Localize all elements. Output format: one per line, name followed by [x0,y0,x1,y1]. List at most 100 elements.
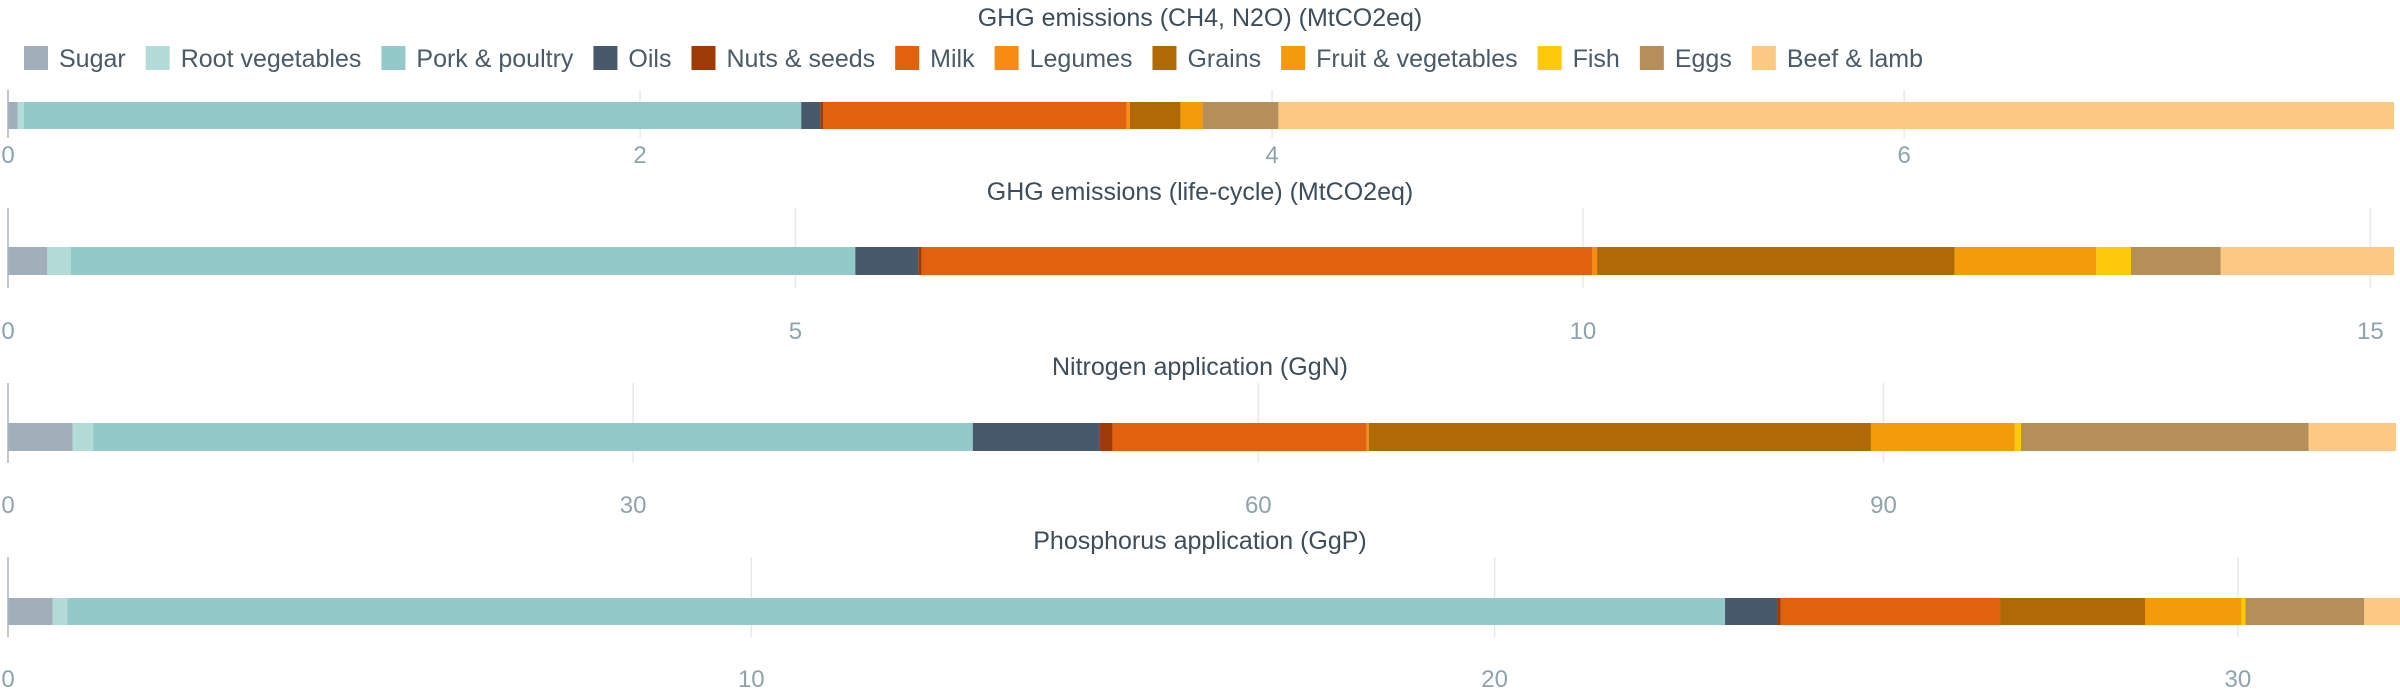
chart-title: Nitrogen application (GgN) [1052,353,1348,381]
x-tick-label: 60 [1245,492,1272,519]
legend-swatch [145,46,170,70]
chart-panel-ghg-emissions-ch4-n2o-mtco2eq: GHG emissions (CH4, N2O) (MtCO2eq) Sugar:… [1,4,2394,169]
x-tick-label: 0 [1,318,14,345]
bar-segment-root-vegetables[interactable]: Root vegetables: 1 [72,423,94,451]
bar-segment-fruit-and-vegetables[interactable]: Fruit & vegetables: 6.9 [1870,423,2015,451]
bar-segment-milk[interactable]: Milk: 12.2 [1112,423,1367,451]
bar-segment-root-vegetables[interactable]: Root vegetables: 0.02 [17,102,24,129]
bar-segment-grains[interactable]: Grains: 1.95 [2000,598,2145,625]
chart-panels: GHG emissions (CH4, N2O) (MtCO2eq) Sugar:… [1,4,2400,693]
bar-segment-nuts-and-seeds[interactable]: Nuts & seeds: 0.01 [820,102,824,129]
legend-item-legumes[interactable]: Legumes [994,45,1133,73]
bar-segment-eggs[interactable]: Eggs: 0.24 [1202,102,1279,129]
bar-segment-oils[interactable]: Oils: 0.06 [801,102,821,129]
bar-segment-fish[interactable]: Fish: 0.05 [2241,598,2246,625]
legend-swatch [691,46,716,70]
legend-swatch [1751,46,1776,70]
legend-item-eggs[interactable]: Eggs [1639,45,1732,73]
bar-segment-oils[interactable]: Oils: 0.4 [855,247,919,275]
legend-label: Fish [1573,45,1620,73]
x-tick-label: 6 [1897,142,1910,169]
bar-segment-fish[interactable]: Fish: 0.3 [2014,423,2021,451]
bar-segment-milk[interactable]: Milk: 2.95 [1780,598,2001,625]
x-tick-label: 2 [633,142,646,169]
bar-segment-nuts-and-seeds[interactable]: Nuts & seeds: 0.6 [1099,423,1113,451]
legend-swatch [1281,46,1306,70]
legend-label: Legumes [1030,45,1133,73]
bar-segment-sugar[interactable]: Sugar: 3.1 [8,423,73,451]
bar-segment-legumes[interactable]: Legumes: 0.03 [1592,247,1598,275]
bar-segment-milk[interactable]: Milk: 4.26 [921,247,1593,275]
legend-item-sugar[interactable]: Sugar [24,45,126,73]
x-tick-label: 30 [2225,666,2252,693]
legend-item-fish[interactable]: Fish [1537,45,1620,73]
bar-segment-root-vegetables[interactable]: Root vegetables: 0.15 [47,247,71,275]
bar-segment-beef-and-lamb[interactable]: Beef & lamb: 4.2 [2308,423,2397,451]
legend-label: Eggs [1675,45,1732,73]
x-tick-label: 5 [789,318,802,345]
legend-swatch [593,46,618,70]
bar-segment-fish[interactable]: Fish: 0.22 [2096,247,2131,275]
x-tick-label: 0 [1,666,14,693]
bar-segment-grains[interactable]: Grains: 0.16 [1129,102,1181,129]
legend-item-fruit-and-vegetables[interactable]: Fruit & vegetables [1281,45,1518,73]
bar-segment-fruit-and-vegetables[interactable]: Fruit & vegetables: 0.9 [1954,247,2097,275]
legend: Sugar Root vegetables Pork & poultry Oils Nu… [24,45,1923,73]
bar-segment-eggs[interactable]: Eggs: 13.8 [2020,423,2309,451]
bar-segment-eggs[interactable]: Eggs: 0.57 [2130,247,2221,275]
bar-segment-sugar[interactable]: Sugar: 0.6 [8,598,53,625]
legend-swatch [895,46,920,70]
bar-segment-legumes[interactable]: Legumes: 0.01 [1126,102,1130,129]
x-tick-label: 20 [1481,666,1508,693]
bar-segment-milk[interactable]: Milk: 0.96 [823,102,1127,129]
chart-title: Phosphorus application (GgP) [1033,527,1367,555]
x-tick-label: 10 [738,666,765,693]
bar-segment-beef-and-lamb[interactable]: Beef & lamb: 1.1 [2220,247,2394,275]
bar-segment-pork-and-poultry[interactable]: Pork & poultry: 4.98 [70,247,856,275]
bar-segment-oils[interactable]: Oils: 0.7 [1725,598,1778,625]
legend-label: Root vegetables [181,45,362,73]
legend-swatch [1537,46,1562,70]
bar-segment-nuts-and-seeds[interactable]: Nuts & seeds: 0.02 [918,247,922,275]
bar-segment-legumes[interactable]: Legumes: 0.1 [1366,423,1369,451]
bar-segment-beef-and-lamb[interactable]: Beef & lamb: 0.5 [2364,598,2400,625]
legend-label: Fruit & vegetables [1316,45,1518,73]
legend-label: Grains [1187,45,1261,73]
bar-segment-sugar[interactable]: Sugar: 0.25 [8,247,48,275]
legend-swatch [381,46,406,70]
bar-segment-fruit-and-vegetables[interactable]: Fruit & vegetables: 1.3 [2144,598,2242,625]
legend-item-pork-and-poultry[interactable]: Pork & poultry [381,45,574,73]
bar-segment-root-vegetables[interactable]: Root vegetables: 0.2 [52,598,68,625]
legend-swatch [994,46,1019,70]
bar-segment-pork-and-poultry[interactable]: Pork & poultry: 22.3 [67,598,1726,625]
bar-segment-nuts-and-seeds[interactable]: Nuts & seeds: 0.05 [1777,598,1781,625]
bar-segment-grains[interactable]: Grains: 2.27 [1597,247,1955,275]
chart-panel-ghg-emissions-life-cycle-mtco2eq: GHG emissions (life-cycle) (MtCO2eq) Suga… [1,178,2394,345]
legend-item-oils[interactable]: Oils [593,45,671,73]
bar-segment-eggs[interactable]: Eggs: 1.6 [2245,598,2365,625]
legend-item-root-vegetables[interactable]: Root vegetables [145,45,362,73]
bar-segment-oils[interactable]: Oils: 6.1 [972,423,1100,451]
legend-label: Milk [930,45,975,73]
legend-label: Nuts & seeds [726,45,875,73]
legend-item-grains[interactable]: Grains [1152,45,1261,73]
legend-swatch [1152,46,1177,70]
legend-item-beef-and-lamb[interactable]: Beef & lamb [1751,45,1923,73]
chart-title: GHG emissions (life-cycle) (MtCO2eq) [987,178,1413,206]
x-tick-label: 30 [620,492,647,519]
legend-swatch [1639,46,1664,70]
bar-segment-pork-and-poultry[interactable]: Pork & poultry: 42.2 [93,423,973,451]
legend-label: Sugar [59,45,126,73]
legend-label: Pork & poultry [416,45,574,73]
legend-item-milk[interactable]: Milk [895,45,975,73]
bar-segment-pork-and-poultry[interactable]: Pork & poultry: 2.46 [23,102,802,129]
bar-segment-fruit-and-vegetables[interactable]: Fruit & vegetables: 0.07 [1180,102,1203,129]
legend-label: Beef & lamb [1787,45,1923,73]
legend-swatch [24,46,48,70]
bar-segment-beef-and-lamb[interactable]: Beef & lamb: 3.53 [1278,102,2394,129]
legend-item-nuts-and-seeds[interactable]: Nuts & seeds [691,45,875,73]
bar-segment-grains[interactable]: Grains: 24.1 [1368,423,1871,451]
bar-segment-sugar[interactable]: Sugar: 0.03 [8,102,18,129]
